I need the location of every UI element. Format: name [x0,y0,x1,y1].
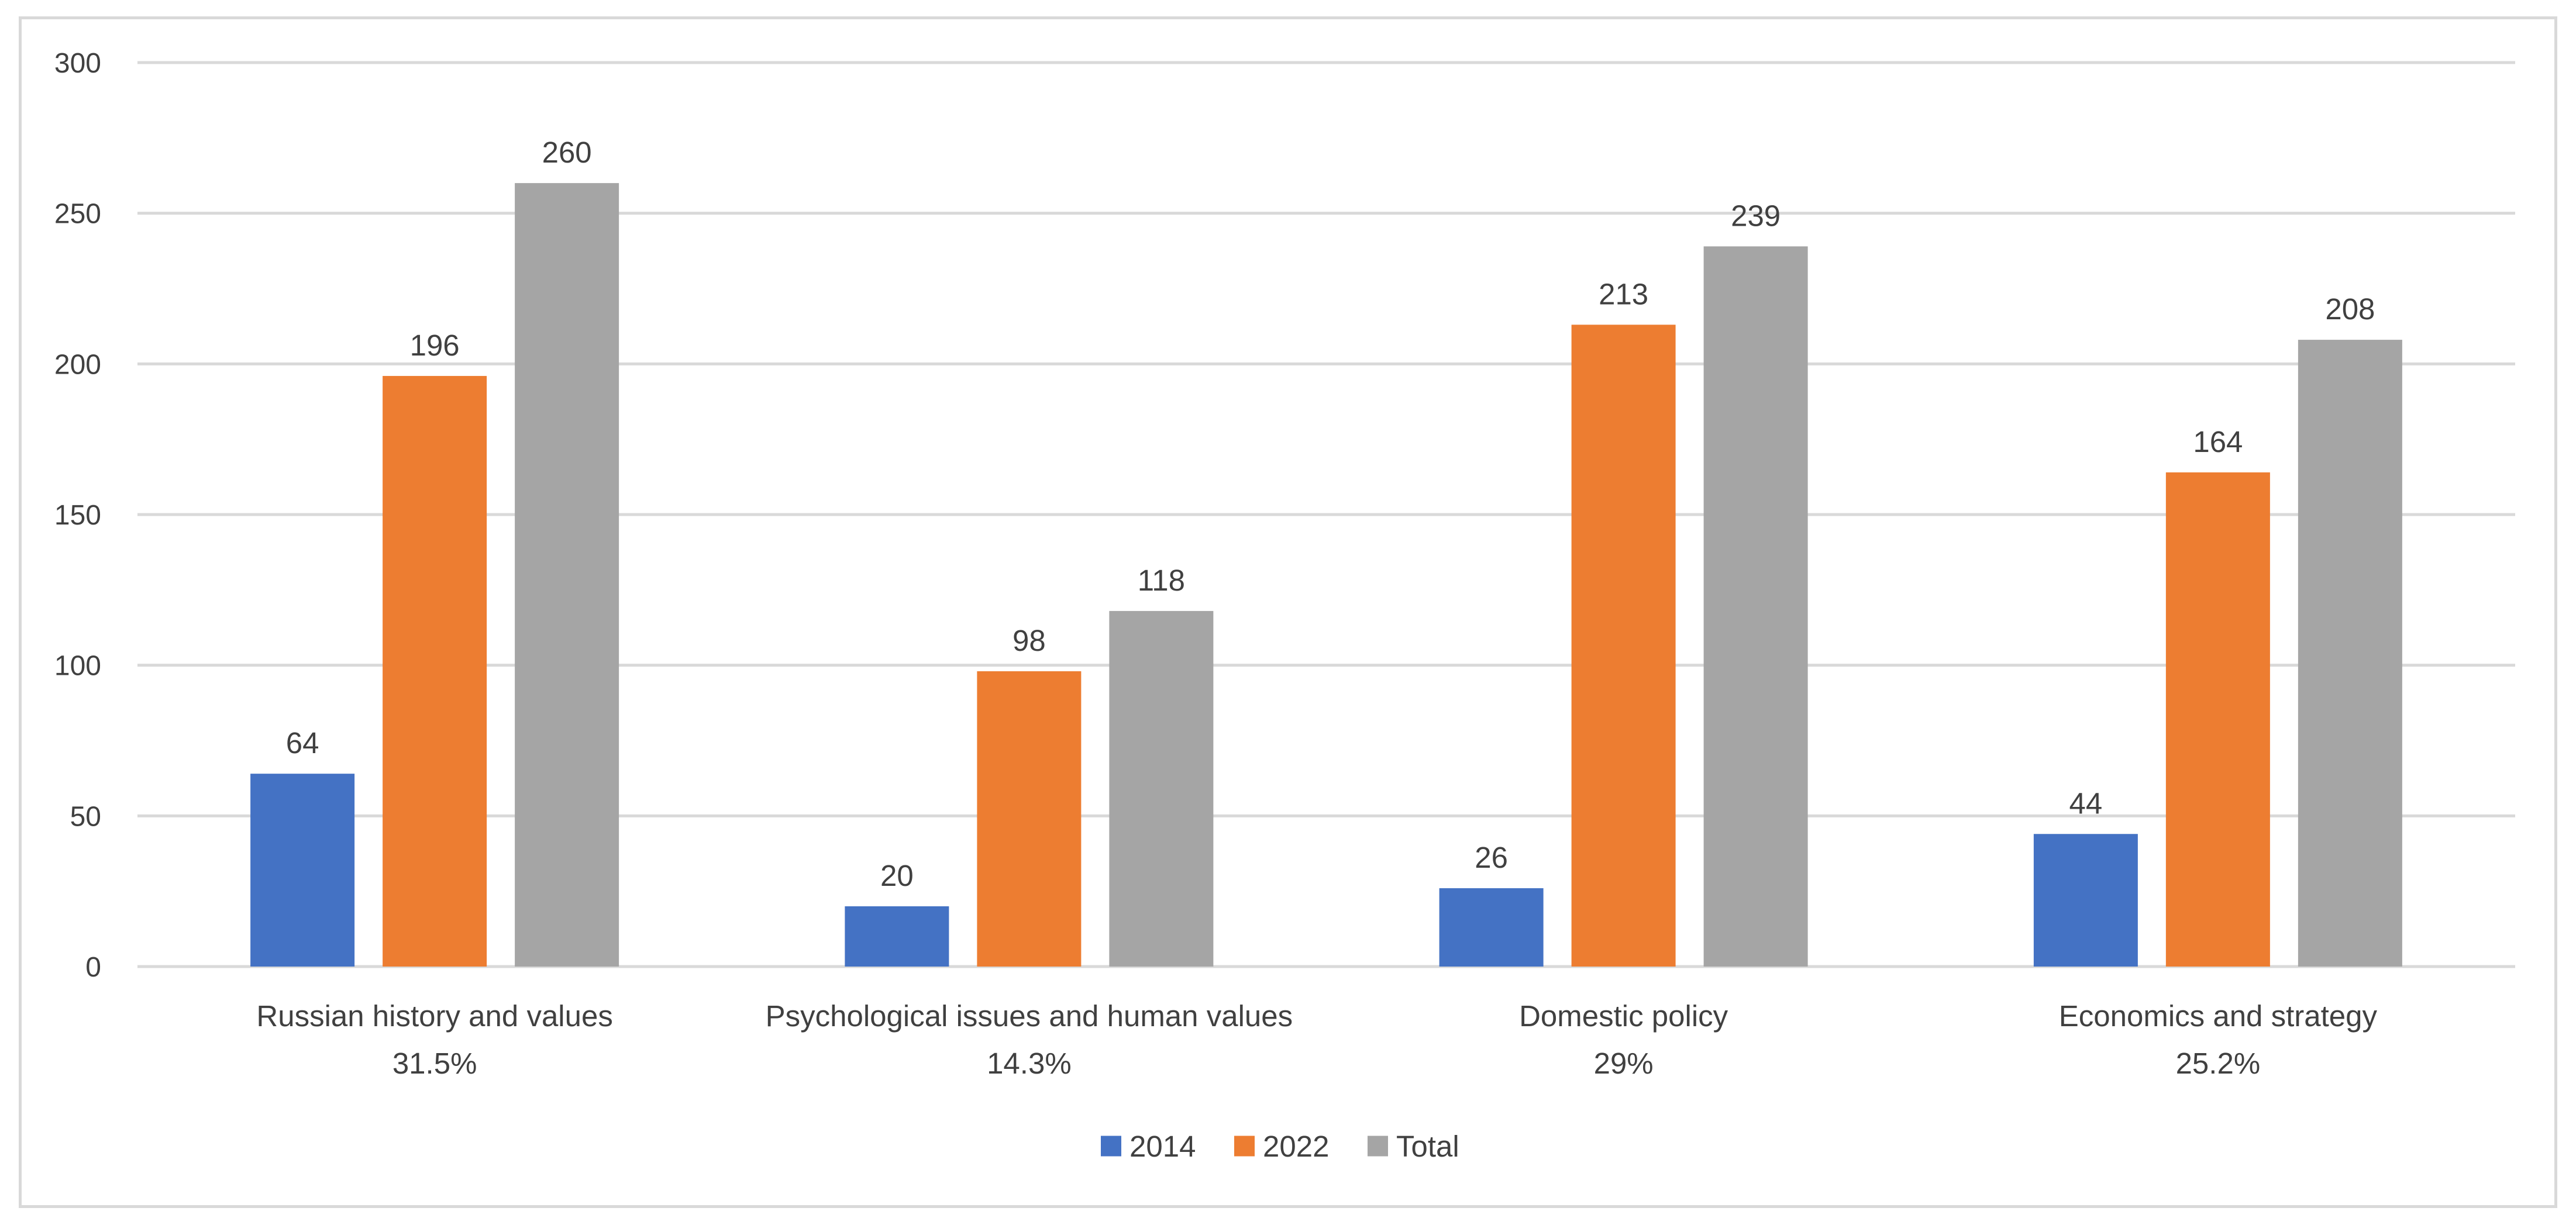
bar-2014-4 [2033,834,2138,967]
legend-swatch [1368,1136,1388,1157]
bars [250,183,2402,967]
category-label: Economics and strategy [2059,999,2378,1033]
legend-label: Total [1396,1130,1459,1163]
data-label: 164 [2193,425,2243,458]
legend-item-total: Total [1368,1130,1459,1163]
data-label: 239 [1731,199,1781,232]
x-axis-categories: Russian history and values 31.5% Psycholog… [256,999,2377,1080]
data-labels: 64 196 260 20 98 118 26 213 239 44 164 208 [286,136,2375,892]
bar-total-2 [1109,610,1214,967]
bar-2022-4 [2165,472,2270,967]
bar-total-1 [515,183,619,967]
legend-item-2022: 2022 [1234,1130,1329,1163]
data-label: 208 [2325,292,2375,326]
legend-label: 2014 [1129,1130,1196,1163]
legend-label: 2022 [1263,1130,1329,1163]
y-tick-label: 150 [54,500,101,531]
category-label: Domestic policy [1519,999,1728,1033]
category-share-label: 29% [1594,1047,1654,1080]
data-label: 98 [1013,624,1046,657]
category-share-label: 25.2% [2176,1047,2261,1080]
data-label: 44 [2069,786,2103,820]
data-label: 260 [542,136,592,169]
data-label: 64 [286,726,319,760]
bar-2022-3 [1571,325,1676,967]
category-share-label: 14.3% [987,1047,1072,1080]
bar-2022-2 [977,671,1082,967]
category-label: Russian history and values [256,999,613,1033]
bar-2014-2 [845,906,949,967]
bar-2014-1 [250,774,355,967]
bar-total-4 [2298,340,2402,967]
y-tick-label: 200 [54,349,101,380]
gridlines [137,61,2515,968]
legend-item-2014: 2014 [1101,1130,1196,1163]
bar-2014-3 [1439,888,1544,967]
data-label: 26 [1475,841,1508,874]
data-label: 196 [410,329,460,362]
category-label: Psychological issues and human values [766,999,1293,1033]
data-label: 118 [1138,564,1185,597]
y-axis-ticks: 0 50 100 150 200 250 300 [54,48,101,983]
data-label: 213 [1599,277,1648,310]
y-tick-label: 300 [54,48,101,79]
y-tick-label: 0 [85,952,101,983]
legend: 2014 2022 Total [1101,1130,1459,1163]
y-tick-label: 100 [54,651,101,682]
legend-swatch [1234,1136,1255,1157]
bar-total-3 [1703,246,1808,967]
legend-swatch [1101,1136,1121,1157]
category-share-label: 31.5% [392,1047,477,1080]
bar-2022-1 [383,375,487,967]
y-tick-label: 250 [54,199,101,230]
y-tick-label: 50 [70,801,101,832]
data-label: 20 [880,859,914,892]
